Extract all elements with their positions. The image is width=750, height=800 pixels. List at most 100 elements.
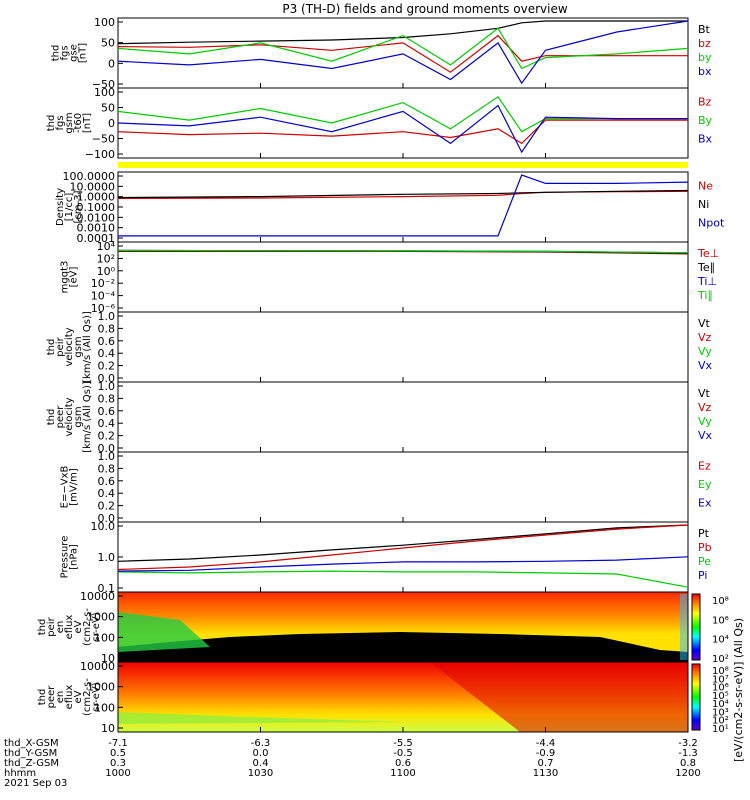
y-axis-label: fgs (60, 45, 71, 60)
y-tick-label: 0.6 (98, 475, 116, 488)
legend-vz: Vz (698, 401, 712, 414)
footer-x_gsm-value: -4.4 (536, 738, 556, 749)
y-axis-label: thd (46, 409, 57, 426)
y-tick-label: 50 (101, 102, 115, 115)
series-fgs_gse-bt (117, 20, 688, 45)
y-axis-label: (cm2-s- (82, 608, 93, 646)
y-tick-label: 0.8 (98, 462, 116, 475)
spectrogram-green-band (118, 712, 400, 724)
footer-z_gsm-value: 0.4 (253, 758, 269, 769)
legend-ex: Ex (698, 497, 712, 510)
y-axis-label: gsm (73, 336, 84, 357)
y-tick-label: 0.2 (98, 430, 116, 443)
footer-x_gsm-value: -3.2 (678, 738, 698, 749)
legend-vt: Vt (698, 317, 711, 330)
series-fgs_gsm-bx (117, 104, 688, 154)
y-axis-label: (cm2-s- (82, 678, 93, 716)
footer-hhmm-value: 1100 (390, 768, 415, 779)
legend-pi: Pi (698, 569, 707, 582)
colorbar-tick: 10⁸ (712, 666, 729, 677)
y-axis-label: [cm-3] (73, 190, 84, 223)
footer-x_gsm-value: -6.3 (251, 738, 271, 749)
footer-row-label: thd_Y-GSM (4, 748, 57, 759)
y-tick-label: 10⁴ (97, 240, 116, 253)
y-tick-label: 10000 (80, 590, 115, 603)
y-tick-label: 0.8 (98, 392, 116, 405)
y-tick-label: 10000 (80, 660, 115, 673)
legend-ez: Ez (698, 459, 711, 472)
y-tick-label: 10² (97, 252, 115, 265)
colorbar-tick: 10⁸ (712, 596, 729, 607)
y-axis-label: sr-eV) (91, 612, 102, 641)
legend-vt: Vt (698, 387, 711, 400)
series-fgs_gsm-bz (117, 119, 688, 145)
colorbar (691, 593, 701, 661)
legend-bx: bx (698, 65, 712, 78)
colorbar-tick: 10⁵ (712, 691, 729, 702)
legend-vx: Vx (698, 359, 713, 372)
panel-frame (117, 17, 689, 89)
footer-z_gsm-value: 0.6 (395, 758, 411, 769)
footer-y_gsm-value: -0.5 (393, 748, 413, 759)
y-axis-label: en (55, 691, 66, 704)
legend-te∥: Te∥ (697, 261, 715, 274)
y-axis-label: peir (55, 336, 66, 356)
panel-frame (117, 521, 689, 593)
series-pressure-pe (117, 570, 689, 588)
spectrogram-green-patch (118, 612, 210, 652)
y-axis-label: Pressure (60, 536, 71, 579)
panel-frame (117, 311, 689, 383)
legend-pb: Pb (698, 541, 712, 554)
colorbar-tick: 10⁶ (712, 615, 729, 626)
series-density-npot (118, 174, 689, 237)
panel-frame (117, 87, 689, 159)
y-axis-label: thd (51, 45, 62, 62)
legend-ti⊥: Ti⊥ (697, 275, 717, 288)
legend-ey: Ey (698, 478, 712, 491)
y-axis-label: [nT] (82, 113, 93, 133)
y-tick-label: 10 (101, 652, 115, 665)
y-axis-label: -t60 (73, 113, 84, 133)
legend-bt: Bt (698, 23, 711, 36)
legend-pe: Pe (698, 555, 711, 568)
y-axis-label: thd (46, 115, 57, 132)
y-tick-label: 0.0 (98, 512, 116, 525)
colorbar-tick: 10¹ (712, 724, 729, 735)
y-tick-label: 10.0000 (70, 180, 116, 193)
y-axis-label: velocity (64, 397, 75, 436)
panel-peir_spec: 10000 1000 100 10 thdpeirenefluxeV(cm2-s-sr-… (37, 590, 729, 665)
y-tick-label: 1000 (87, 681, 115, 694)
colorbar-tick: 10³ (712, 707, 729, 718)
y-axis-label: peir (46, 616, 57, 636)
colorbar (691, 663, 701, 731)
y-tick-label: 10⁻⁴ (91, 290, 116, 303)
footer-x_gsm-value: -7.1 (108, 738, 128, 749)
y-tick-label: 100 (94, 701, 115, 714)
series-fgs_gse-bz (117, 34, 688, 73)
footer-z_gsm-value: 0.7 (538, 758, 554, 769)
footer-x_gsm-value: -5.5 (393, 738, 413, 749)
y-tick-label: 0.0 (98, 372, 116, 385)
y-axis-label: gsm (73, 406, 84, 427)
legend-vx: Vx (698, 429, 713, 442)
y-tick-label: 0.2 (98, 500, 116, 513)
y-axis-label: [km/s (All Qs)] (82, 311, 93, 383)
y-axis-label: Density (55, 188, 66, 226)
panel-efield: 1.00.80.60.40.20.0 E=−VxB[mV/m] Ez Ey Ex (60, 450, 712, 525)
series-temperature-ti∥ (117, 249, 689, 254)
y-tick-label: 100 (94, 631, 115, 644)
colorbar-tick: 10⁷ (712, 674, 729, 685)
y-tick-label: 100.0000 (63, 170, 116, 183)
series-fgs_gsm-by (117, 95, 688, 133)
y-tick-label: 0.0 (98, 442, 116, 455)
panel-density: 100.000010.00001.00000.10000.01000.00100… (55, 170, 725, 245)
y-tick-label: 1000 (87, 611, 115, 624)
y-tick-label: 100 (94, 16, 115, 29)
colorbar-label: [eV/(cm2-s-sr-eV)] (All Qs) (732, 618, 745, 762)
y-tick-label: 0.1000 (77, 201, 116, 214)
y-tick-label: 1.0 (98, 380, 116, 393)
legend-ne: Ne (698, 179, 713, 192)
y-axis-label: mgqt3 (60, 261, 71, 294)
